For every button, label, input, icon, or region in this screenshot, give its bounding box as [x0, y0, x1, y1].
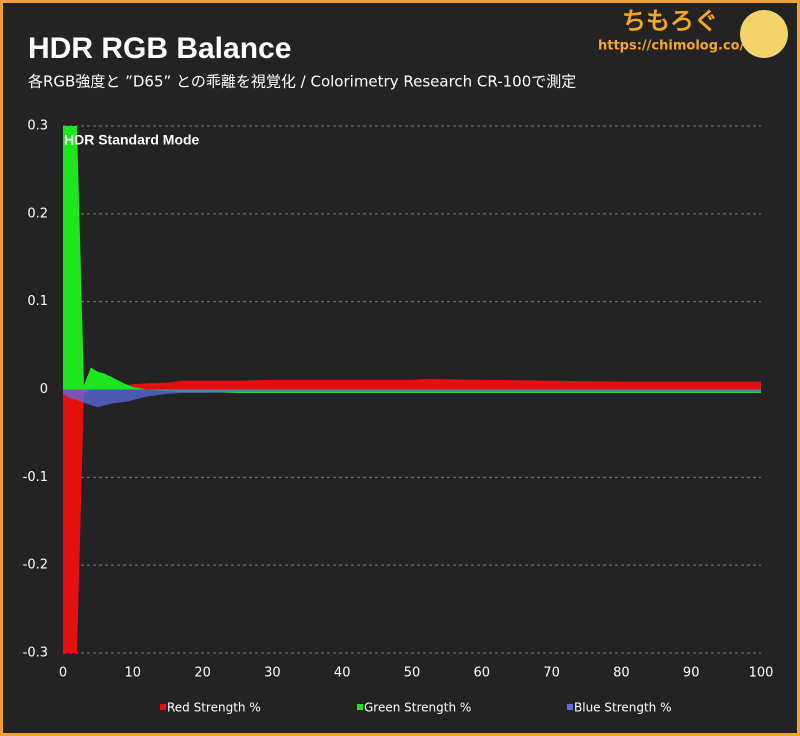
y-tick-label: -0.2 — [23, 558, 48, 573]
y-tick-label: -0.1 — [23, 470, 48, 485]
x-tick-label: 0 — [59, 666, 67, 681]
y-tick-label: 0.2 — [27, 206, 48, 221]
x-tick-label: 10 — [125, 666, 142, 681]
chart-subtitle: 各RGB強度と ”D65” との乖離を視覚化 / Colorimetry Res… — [28, 73, 576, 91]
x-tick-label: 40 — [334, 666, 351, 681]
legend-swatch — [567, 704, 573, 710]
x-tick-label: 70 — [543, 666, 560, 681]
y-tick-label: 0.1 — [27, 294, 48, 309]
x-tick-label: 80 — [613, 666, 630, 681]
chart-title: HDR RGB Balance — [28, 32, 291, 65]
legend-label: Green Strength % — [364, 701, 471, 715]
y-tick-label: 0.3 — [27, 119, 48, 134]
area — [63, 389, 761, 408]
brand-url: https://chimolog.co/ — [598, 39, 745, 54]
legend-swatch — [357, 704, 363, 710]
y-tick-label: 0 — [40, 382, 48, 397]
x-tick-label: 30 — [264, 666, 281, 681]
legend-label: Red Strength % — [167, 701, 261, 715]
mascot — [740, 10, 788, 58]
annotation: HDR Standard Mode — [64, 132, 200, 148]
legend-swatch — [160, 704, 166, 710]
y-tick-label: -0.3 — [23, 646, 48, 661]
legend-label: Blue Strength % — [574, 701, 672, 715]
x-tick-label: 100 — [749, 666, 774, 681]
x-tick-label: 90 — [683, 666, 700, 681]
x-tick-label: 50 — [404, 666, 421, 681]
x-tick-label: 20 — [194, 666, 211, 681]
brand-name: ちもろぐ — [622, 7, 718, 35]
x-tick-label: 60 — [474, 666, 491, 681]
